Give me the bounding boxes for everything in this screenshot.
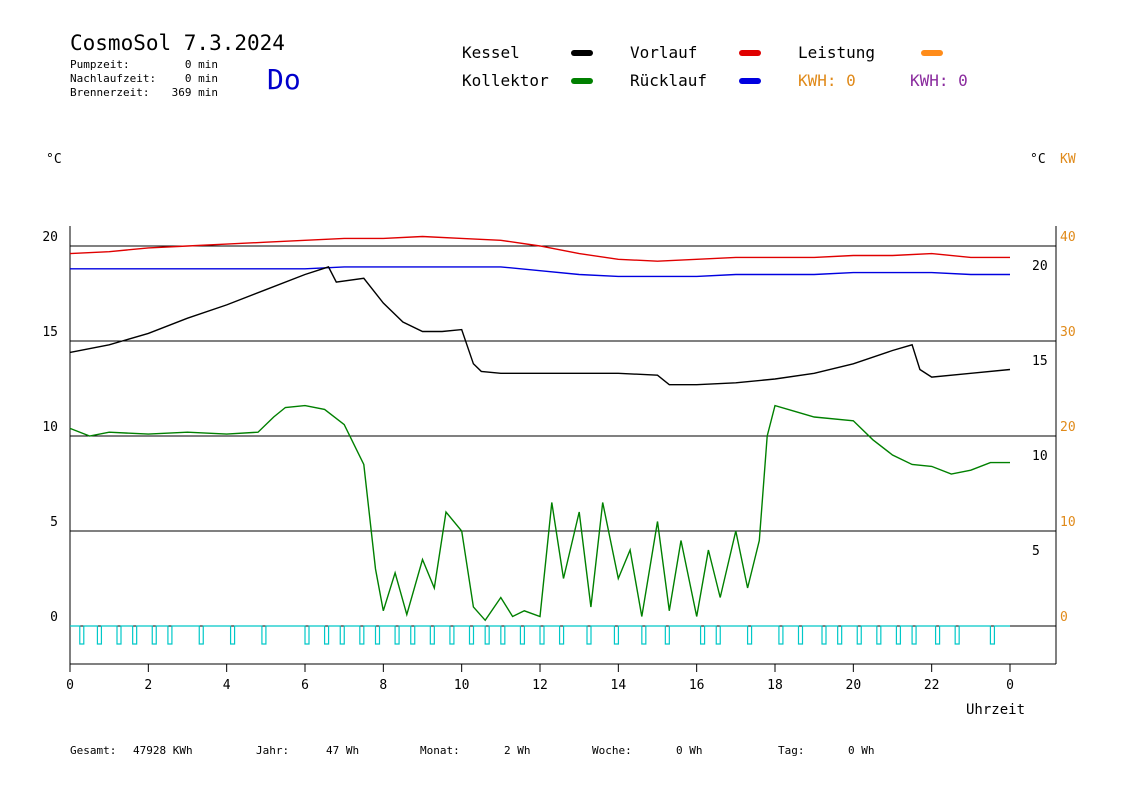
- info-nachlaufzeit-value: 0 min: [185, 72, 218, 85]
- footer-woche-label: Woche:: [592, 744, 632, 757]
- x-tick-label: 8: [379, 678, 387, 693]
- info-pumpzeit-label: Pumpzeit:: [70, 58, 130, 71]
- x-tick-label: 16: [689, 678, 705, 693]
- legend-leistung-label: Leistung: [798, 43, 875, 62]
- legend-kessel-label: Kessel: [462, 43, 520, 62]
- y-tick-label-left: 5: [50, 515, 58, 530]
- right-axis-unit-kw: KW: [1060, 152, 1076, 167]
- info-pumpzeit-value: 0 min: [185, 58, 218, 71]
- info-brennerzeit-value: 369 min: [172, 86, 218, 99]
- y-tick-label-left: 10: [42, 420, 58, 435]
- left-axis-unit: °C: [46, 152, 62, 167]
- footer-monat-label: Monat:: [420, 744, 460, 757]
- series-kessel-line: [69, 266, 1011, 386]
- footer-gesamt-value: 47928 KWh: [133, 744, 193, 757]
- y-tick-label-inner: 20: [1032, 259, 1048, 274]
- right-axis-unit: °C: [1030, 152, 1046, 167]
- x-tick-label: 6: [301, 678, 309, 693]
- y-tick-label-left: 15: [42, 325, 58, 340]
- weekday-label: Do: [267, 63, 301, 96]
- kwh-purple-readout: KWH: 0: [910, 71, 968, 90]
- info-block: Pumpzeit: 0 min Nachlaufzeit: 0 min Bren…: [70, 58, 218, 99]
- legend: Kessel Vorlauf Leistung Kollektor Rückla…: [462, 43, 968, 90]
- series-layer: [69, 235, 1011, 645]
- x-tick-label: 2: [144, 678, 152, 693]
- y-tick-label-left: 0: [50, 610, 58, 625]
- y-tick-label-inner: 10: [1032, 449, 1048, 464]
- y-tick-label-left: 20: [42, 230, 58, 245]
- info-nachlaufzeit-label: Nachlaufzeit:: [70, 72, 156, 85]
- footer-monat-value: 2 Wh: [504, 744, 531, 757]
- y-tick-label-right-kw: 40: [1060, 230, 1076, 245]
- x-tick-label: 4: [223, 678, 231, 693]
- footer-woche-value: 0 Wh: [676, 744, 703, 757]
- kwh-orange-readout: KWH: 0: [798, 71, 856, 90]
- x-tick-label: 20: [846, 678, 862, 693]
- legend-kollektor-label: Kollektor: [462, 71, 549, 90]
- x-tick-label: 0: [66, 678, 74, 693]
- y-tick-label-inner: 5: [1032, 544, 1040, 559]
- footer-tag-label: Tag:: [778, 744, 805, 757]
- series-vorlauf-line: [69, 235, 1010, 262]
- footer: Gesamt: 47928 KWh Jahr: 47 Wh Monat: 2 W…: [70, 744, 875, 757]
- footer-jahr-label: Jahr:: [256, 744, 289, 757]
- chart-title: CosmoSol 7.3.2024: [70, 31, 285, 55]
- x-tick-label: 18: [767, 678, 783, 693]
- y-tick-label-right-kw: 30: [1060, 325, 1076, 340]
- x-tick-label: 22: [924, 678, 940, 693]
- grid: [69, 226, 1057, 665]
- y-tick-label-right-kw: 10: [1060, 515, 1076, 530]
- legend-ruecklauf-label: Rücklauf: [630, 71, 707, 90]
- series-ruecklauf-line: [70, 266, 1010, 278]
- y-tick-label-right-kw: 0: [1060, 610, 1068, 625]
- y-tick-label-inner: 15: [1032, 354, 1048, 369]
- x-tick-label: 12: [532, 678, 548, 693]
- legend-vorlauf-label: Vorlauf: [630, 43, 697, 62]
- info-brennerzeit-label: Brennerzeit:: [70, 86, 149, 99]
- x-axis-label: Uhrzeit: [966, 702, 1025, 718]
- footer-gesamt-label: Gesamt:: [70, 744, 116, 757]
- series-kollektor-line: [69, 404, 1010, 622]
- x-tick-label: 14: [611, 678, 627, 693]
- x-tick-label: 10: [454, 678, 470, 693]
- pump-state-line: [70, 625, 1010, 645]
- axis-ticks: 0 5 10 15 20 0 10 20 30 40 5 10 15 20 0 2 4 6 8 10 12 14 16 18 2…: [42, 230, 1075, 693]
- x-tick-label: 0: [1006, 678, 1014, 693]
- footer-jahr-value: 47 Wh: [326, 744, 359, 757]
- footer-tag-value: 0 Wh: [848, 744, 875, 757]
- y-tick-label-right-kw: 20: [1060, 420, 1076, 435]
